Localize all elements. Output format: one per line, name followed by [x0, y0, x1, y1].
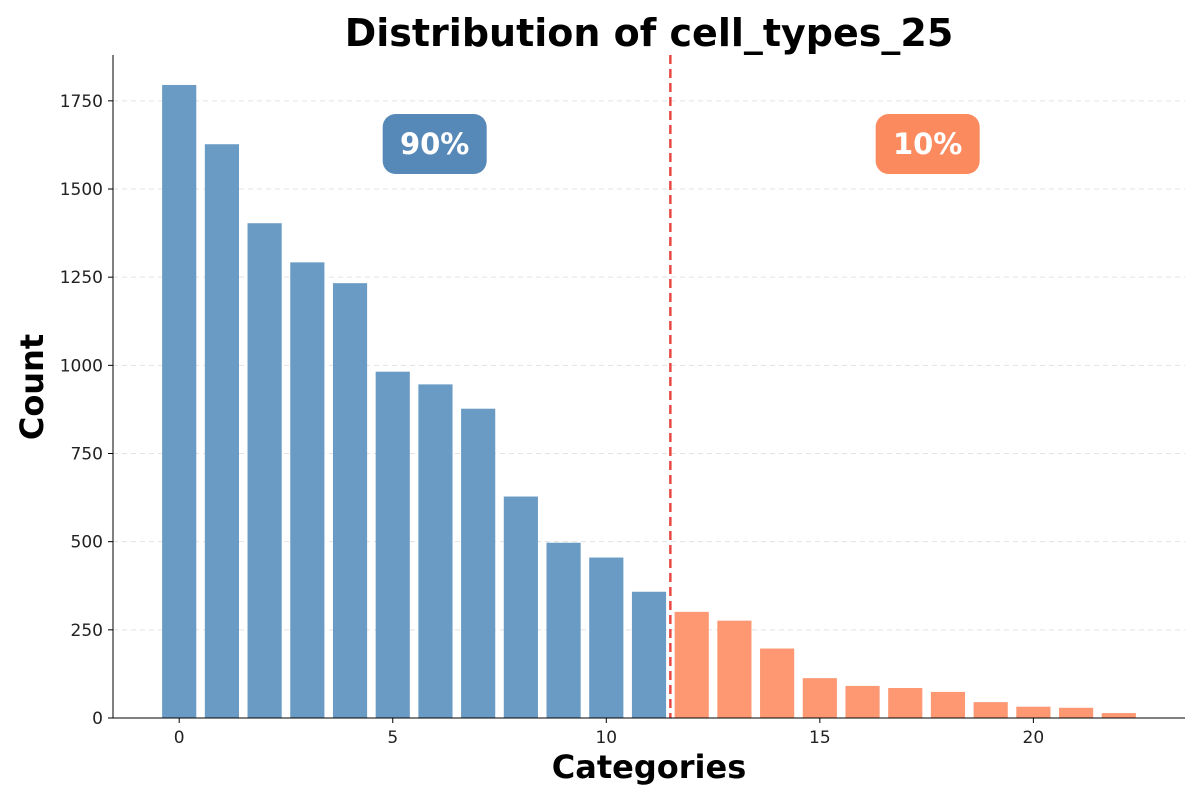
badge-label-head: 90%: [400, 127, 469, 161]
group-badges: 90% 10%: [382, 114, 980, 174]
bar-head-0: [162, 84, 197, 718]
chart-title: Distribution of cell_types_25: [345, 11, 954, 55]
y-tick-label: 250: [71, 621, 103, 641]
badge-label-tail: 10%: [893, 127, 962, 161]
y-axis-ticks: 0 250 500 750 1000 1250 1500 1750: [60, 92, 113, 729]
bar-tail-20: [1016, 706, 1051, 718]
bar-tail-21: [1059, 707, 1094, 718]
x-tick-label: 0: [174, 728, 185, 748]
bar-head-7: [461, 408, 496, 718]
bar-tail-17: [888, 688, 923, 718]
y-tick-label: 1500: [60, 180, 103, 200]
bar-head-1: [204, 144, 239, 718]
bar-head-5: [375, 371, 410, 718]
y-tick-label: 1750: [60, 92, 103, 112]
y-tick-label: 500: [71, 533, 103, 553]
bar-head-8: [503, 496, 538, 718]
y-tick-label: 750: [71, 445, 103, 465]
bar-head-3: [290, 262, 325, 718]
y-tick-label: 1000: [60, 356, 103, 376]
badge-head: [382, 114, 487, 174]
y-tick-label: 0: [92, 709, 103, 729]
y-gridlines: [113, 100, 1185, 631]
bar-tail-16: [845, 685, 880, 718]
bar-tail-13: [717, 620, 752, 718]
bar-tail-15: [802, 678, 837, 718]
badge-tail: [875, 114, 980, 174]
y-tick-label: 1250: [60, 268, 103, 288]
x-tick-label: 5: [387, 728, 398, 748]
bar-tail-18: [930, 691, 966, 718]
x-tick-label: 15: [809, 728, 831, 748]
bars: [162, 84, 1136, 718]
bar-tail-19: [973, 702, 1008, 718]
bar-head-6: [418, 384, 453, 718]
bar-tail-12: [674, 611, 709, 718]
axes: [112, 55, 1185, 719]
bar-head-11: [631, 591, 667, 718]
x-axis-ticks: 0 5 10 15 20: [174, 718, 1044, 748]
x-tick-label: 20: [1023, 728, 1045, 748]
bar-tail-22: [1101, 713, 1136, 718]
bar-head-4: [332, 283, 368, 718]
x-tick-label: 10: [595, 728, 617, 748]
bar-head-2: [247, 223, 282, 718]
y-axis-label: Count: [13, 334, 51, 440]
bar-head-9: [546, 542, 581, 718]
bar-head-10: [589, 557, 624, 718]
x-axis-label: Categories: [552, 748, 746, 786]
bar-tail-14: [760, 648, 795, 718]
